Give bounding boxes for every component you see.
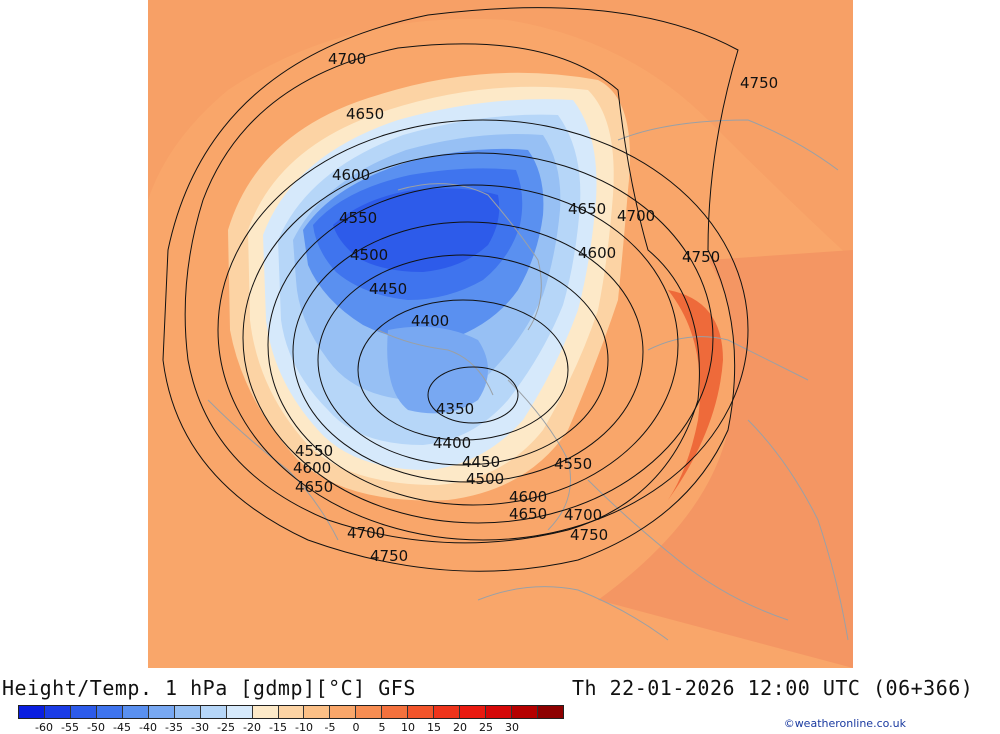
contour-label: 4700 — [328, 50, 366, 68]
warm-band-east — [598, 250, 853, 668]
legend-swatch — [19, 706, 45, 718]
legend-swatch — [434, 706, 461, 718]
legend-swatch — [70, 706, 97, 718]
map-area: 4700 4750 4650 4600 4650 4700 4550 4600 … — [148, 0, 853, 668]
contour-label: 4600 — [332, 166, 370, 184]
legend-tick-label: 20 — [453, 721, 467, 734]
contour-label: 4750 — [682, 248, 720, 266]
contour-4500 — [292, 221, 644, 483]
legend-tick-label: 25 — [479, 721, 493, 734]
legend-swatch — [304, 706, 331, 718]
legend-tick-label: -5 — [324, 721, 336, 734]
contour-label: 4650 — [509, 505, 547, 523]
contour-label: 4700 — [564, 506, 602, 524]
legend-swatch — [200, 706, 227, 718]
contour-label: 4600 — [578, 244, 616, 262]
contour-label: 4600 — [509, 488, 547, 506]
legend-tick-label: -20 — [243, 721, 261, 734]
legend-tick-label: -55 — [61, 721, 79, 734]
legend-swatch — [486, 706, 513, 718]
legend-swatch — [460, 706, 487, 718]
legend-swatch — [538, 706, 564, 718]
coastlines — [207, 119, 849, 641]
polar-low-blue — [387, 326, 488, 414]
contour-label: 4500 — [350, 246, 388, 264]
contour-label: 4500 — [466, 470, 504, 488]
legend-swatch — [330, 706, 357, 718]
legend-tick-label: 10 — [401, 721, 415, 734]
legend-tick-label: -45 — [113, 721, 131, 734]
legend-swatch — [356, 706, 383, 718]
vortex-core — [333, 188, 500, 272]
color-legend-ticks: -60 -55 -50 -45 -40 -35 -30 -25 -20 -15 -10 -5 0 5 10 1… — [18, 721, 564, 734]
legend-tick-label: -60 — [35, 721, 53, 734]
legend-tick-label: 0 — [352, 721, 360, 734]
legend-tick-label: 15 — [427, 721, 441, 734]
legend-tick-label: -25 — [217, 721, 235, 734]
contour-label: 4550 — [339, 209, 377, 227]
legend-tick-label: 30 — [505, 721, 519, 734]
contour-4750 — [162, 7, 739, 572]
contour-label: 4650 — [346, 105, 384, 123]
contour-label: 4400 — [433, 434, 471, 452]
temperature-height-map: 4700 4750 4650 4600 4650 4700 4550 4600 … — [148, 0, 853, 668]
contour-label: 4600 — [293, 459, 331, 477]
contour-labels: 4700 4750 4650 4600 4650 4700 4550 4600 … — [293, 50, 778, 565]
contour-4350 — [427, 366, 519, 424]
legend-tick-label: -15 — [269, 721, 287, 734]
contour-label: 4400 — [411, 312, 449, 330]
contour-label: 4700 — [617, 207, 655, 225]
forecast-datetime: Th 22-01-2026 12:00 UTC (06+366) — [572, 676, 974, 700]
contour-4600 — [242, 152, 714, 524]
contour-label: 4750 — [370, 547, 408, 565]
legend-swatch — [96, 706, 123, 718]
legend-tick-label: -40 — [139, 721, 157, 734]
legend-tick-label: -30 — [191, 721, 209, 734]
legend-swatch — [382, 706, 409, 718]
contour-label: 4550 — [295, 442, 333, 460]
contour-4450 — [317, 254, 609, 466]
contour-label: 4750 — [740, 74, 778, 92]
contour-label: 4750 — [570, 526, 608, 544]
legend-tick-label: -50 — [87, 721, 105, 734]
contour-label: 4450 — [369, 280, 407, 298]
legend-swatch — [408, 706, 435, 718]
map-title: Height/Temp. 1 hPa [gdmp][°C] GFS — [2, 676, 416, 700]
contour-4400 — [357, 299, 569, 441]
legend-swatch — [174, 706, 201, 718]
contour-label: 4700 — [347, 524, 385, 542]
hot-streak — [668, 290, 723, 500]
height-contours — [162, 7, 749, 572]
legend-swatch — [148, 706, 175, 718]
contour-label: 4650 — [568, 200, 606, 218]
contour-4700 — [184, 43, 700, 544]
legend-swatch — [44, 706, 71, 718]
contour-label: 4650 — [295, 478, 333, 496]
contour-label: 4550 — [554, 455, 592, 473]
legend-tick-label: 5 — [378, 721, 386, 734]
legend-swatch — [252, 706, 279, 718]
warm-band-north — [148, 0, 853, 260]
legend-swatch — [278, 706, 305, 718]
contour-label: 4350 — [436, 400, 474, 418]
legend-swatch — [512, 706, 539, 718]
legend-swatch — [122, 706, 149, 718]
credit-link[interactable]: ©weatheronline.co.uk — [783, 717, 906, 730]
legend-tick-label: -35 — [165, 721, 183, 734]
legend-tick-label: -10 — [295, 721, 313, 734]
contour-4650 — [217, 119, 749, 541]
contour-label: 4450 — [462, 453, 500, 471]
contour-4550 — [267, 184, 679, 506]
legend-swatch — [226, 706, 253, 718]
color-legend-bar — [18, 705, 564, 719]
